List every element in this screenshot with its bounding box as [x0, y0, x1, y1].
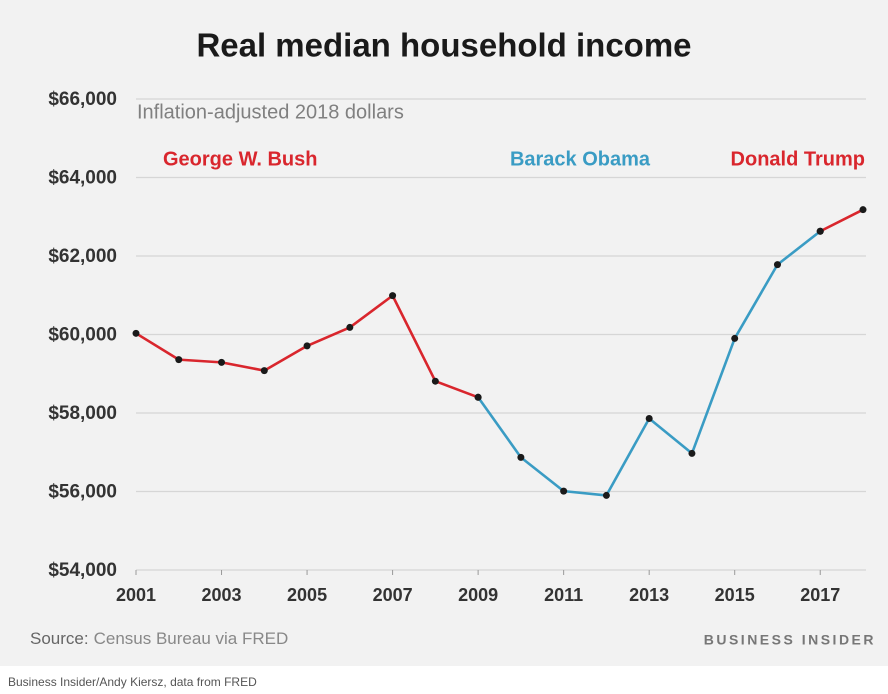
x-tick-label: 2013 — [629, 585, 669, 605]
data-point — [560, 487, 568, 495]
data-point — [517, 453, 525, 461]
legend-label: Barack Obama — [510, 148, 651, 170]
data-point — [175, 356, 183, 364]
x-tick-label: 2015 — [715, 585, 755, 605]
y-tick-label: $56,000 — [48, 482, 117, 503]
source-text: Census Bureau via FRED — [94, 629, 289, 648]
x-tick-label: 2017 — [800, 585, 840, 605]
x-tick-label: 2005 — [287, 585, 327, 605]
data-point — [132, 329, 140, 337]
series-line — [819, 208, 864, 233]
y-tick-label: $54,000 — [48, 560, 117, 581]
brand: BUSINESS INSIDER — [704, 632, 876, 648]
data-point — [688, 449, 696, 457]
y-tick-label: $62,000 — [48, 246, 117, 267]
y-tick-label: $60,000 — [48, 325, 117, 346]
data-point — [474, 393, 482, 401]
x-tick-label: 2003 — [202, 585, 242, 605]
source-label: Source: — [30, 629, 89, 648]
legend-label: Donald Trump — [731, 148, 865, 170]
data-point — [816, 227, 824, 235]
data-point — [859, 206, 867, 214]
credit: Business Insider/Andy Kiersz, data from … — [8, 675, 257, 689]
x-tick-label: 2007 — [373, 585, 413, 605]
data-point — [218, 358, 226, 366]
y-tick-label: $64,000 — [48, 168, 117, 189]
chart-title: Real median household income — [196, 27, 691, 64]
x-tick-label: 2009 — [458, 585, 498, 605]
y-tick-label: $58,000 — [48, 403, 117, 424]
y-tick-label: $66,000 — [48, 89, 117, 110]
data-point — [731, 334, 739, 342]
data-point — [431, 377, 439, 385]
data-point — [645, 414, 653, 422]
data-point — [346, 323, 354, 331]
data-point — [773, 261, 781, 269]
x-tick-label: 2011 — [544, 585, 583, 605]
legend-label: George W. Bush — [163, 148, 317, 170]
chart-background — [0, 0, 888, 666]
data-point — [602, 491, 610, 499]
data-point — [260, 367, 268, 375]
data-point — [303, 342, 311, 350]
chart-subtitle: Inflation-adjusted 2018 dollars — [137, 101, 404, 123]
data-point — [389, 292, 397, 300]
x-tick-label: 2001 — [116, 585, 156, 605]
source: Source: Census Bureau via FRED — [30, 629, 288, 648]
